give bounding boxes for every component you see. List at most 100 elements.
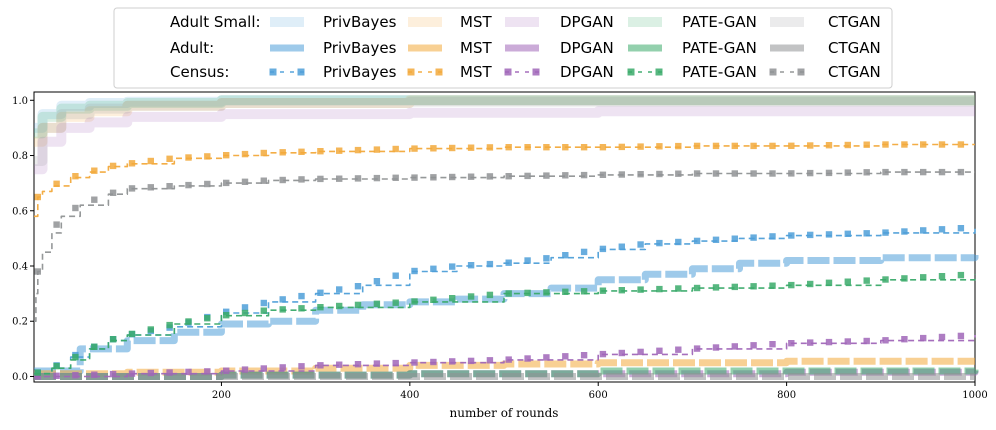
series-point — [580, 171, 588, 179]
series-point — [524, 144, 531, 151]
legend-label-mst: MST — [460, 63, 492, 81]
series-point — [543, 255, 550, 262]
series-point — [938, 141, 946, 148]
series-adult-small-pate-gan — [34, 95, 975, 139]
series-point — [109, 189, 117, 196]
series-point — [863, 141, 870, 148]
series-point — [336, 286, 343, 293]
series-point — [712, 142, 720, 150]
series-census-pate-gan — [34, 271, 976, 376]
series-point — [788, 232, 795, 239]
series-point — [109, 162, 117, 170]
legend-label-pate-gan: PATE-GAN — [682, 39, 757, 57]
series-line — [34, 95, 975, 133]
legend-marker — [435, 68, 443, 76]
series-point — [769, 233, 776, 240]
series-point — [957, 225, 965, 232]
series-point — [373, 300, 381, 307]
series-point — [693, 284, 701, 292]
series-point — [769, 341, 776, 348]
series-point — [260, 177, 267, 184]
series-point — [279, 296, 286, 303]
series-point — [72, 204, 79, 212]
series-point — [901, 275, 908, 282]
legend-marker — [532, 68, 540, 76]
legend-marker — [797, 68, 805, 76]
series-point — [731, 283, 738, 291]
legend-label-privbayes: PrivBayes — [323, 13, 397, 31]
legend: Adult Small: Adult: Census: PrivBayes PrivBa… — [113, 7, 893, 89]
x-tick-label: 200 — [212, 390, 231, 401]
series-point — [637, 171, 644, 178]
x-tick-label: 800 — [777, 390, 796, 401]
series-point — [599, 245, 607, 253]
series-point — [260, 365, 267, 372]
series-point — [241, 150, 249, 158]
series-layer — [34, 95, 979, 380]
series-point — [882, 276, 889, 283]
series-point — [844, 169, 851, 176]
legend-marker — [297, 68, 305, 76]
series-point — [279, 176, 286, 184]
series-point — [562, 172, 569, 179]
legend-label-privbayes: PrivBayes — [323, 39, 397, 57]
series-point — [769, 282, 776, 289]
series-point — [957, 271, 965, 279]
series-point — [825, 338, 833, 346]
series-point — [656, 143, 663, 150]
series-point — [920, 168, 927, 176]
series-point — [147, 369, 154, 377]
series-point — [279, 149, 286, 156]
series-point — [411, 174, 418, 181]
legend-marker — [655, 68, 663, 76]
series-point — [675, 142, 682, 150]
series-point — [166, 155, 173, 162]
series-line — [34, 96, 975, 166]
series-point — [788, 340, 795, 347]
series-point — [750, 170, 757, 177]
series-point — [825, 142, 833, 149]
series-point — [354, 175, 362, 182]
series-point — [825, 169, 833, 177]
series-point — [317, 289, 324, 296]
series-point — [336, 147, 343, 154]
y-tick-label: 0.2 — [12, 317, 28, 328]
series-adult-small-privbayes — [34, 95, 975, 133]
series-point — [53, 180, 60, 187]
series-point — [938, 273, 946, 280]
series-point — [449, 144, 456, 152]
series-point — [147, 157, 154, 165]
y-tick-label: 0.0 — [12, 372, 28, 383]
series-point — [580, 352, 588, 359]
series-point — [675, 285, 682, 292]
series-point — [543, 144, 550, 151]
series-adult-small-mst — [34, 95, 975, 147]
series-point — [957, 168, 965, 176]
series-point — [185, 318, 192, 325]
series-point — [241, 178, 249, 185]
series-point — [72, 353, 79, 361]
series-point — [373, 278, 381, 285]
series-point — [788, 170, 795, 177]
series-point — [957, 332, 965, 340]
series-line — [34, 143, 975, 218]
series-point — [863, 277, 870, 284]
series-point — [543, 289, 550, 296]
series-point — [562, 144, 569, 151]
series-point — [467, 293, 475, 300]
series-point — [618, 143, 625, 151]
series-point — [241, 309, 249, 317]
series-point — [91, 196, 98, 203]
legend-row-label: Adult: — [170, 39, 214, 57]
series-point — [599, 144, 607, 151]
legend-label-ctgan: CTGAN — [828, 63, 881, 81]
series-point — [449, 358, 456, 365]
series-point — [354, 361, 362, 368]
legend-marker — [269, 68, 277, 76]
legend-label-pate-gan: PATE-GAN — [682, 13, 757, 31]
series-point — [863, 169, 870, 176]
series-point — [807, 339, 814, 346]
series-point — [392, 174, 399, 181]
plot-frame — [33, 91, 976, 383]
series-point — [712, 344, 720, 351]
